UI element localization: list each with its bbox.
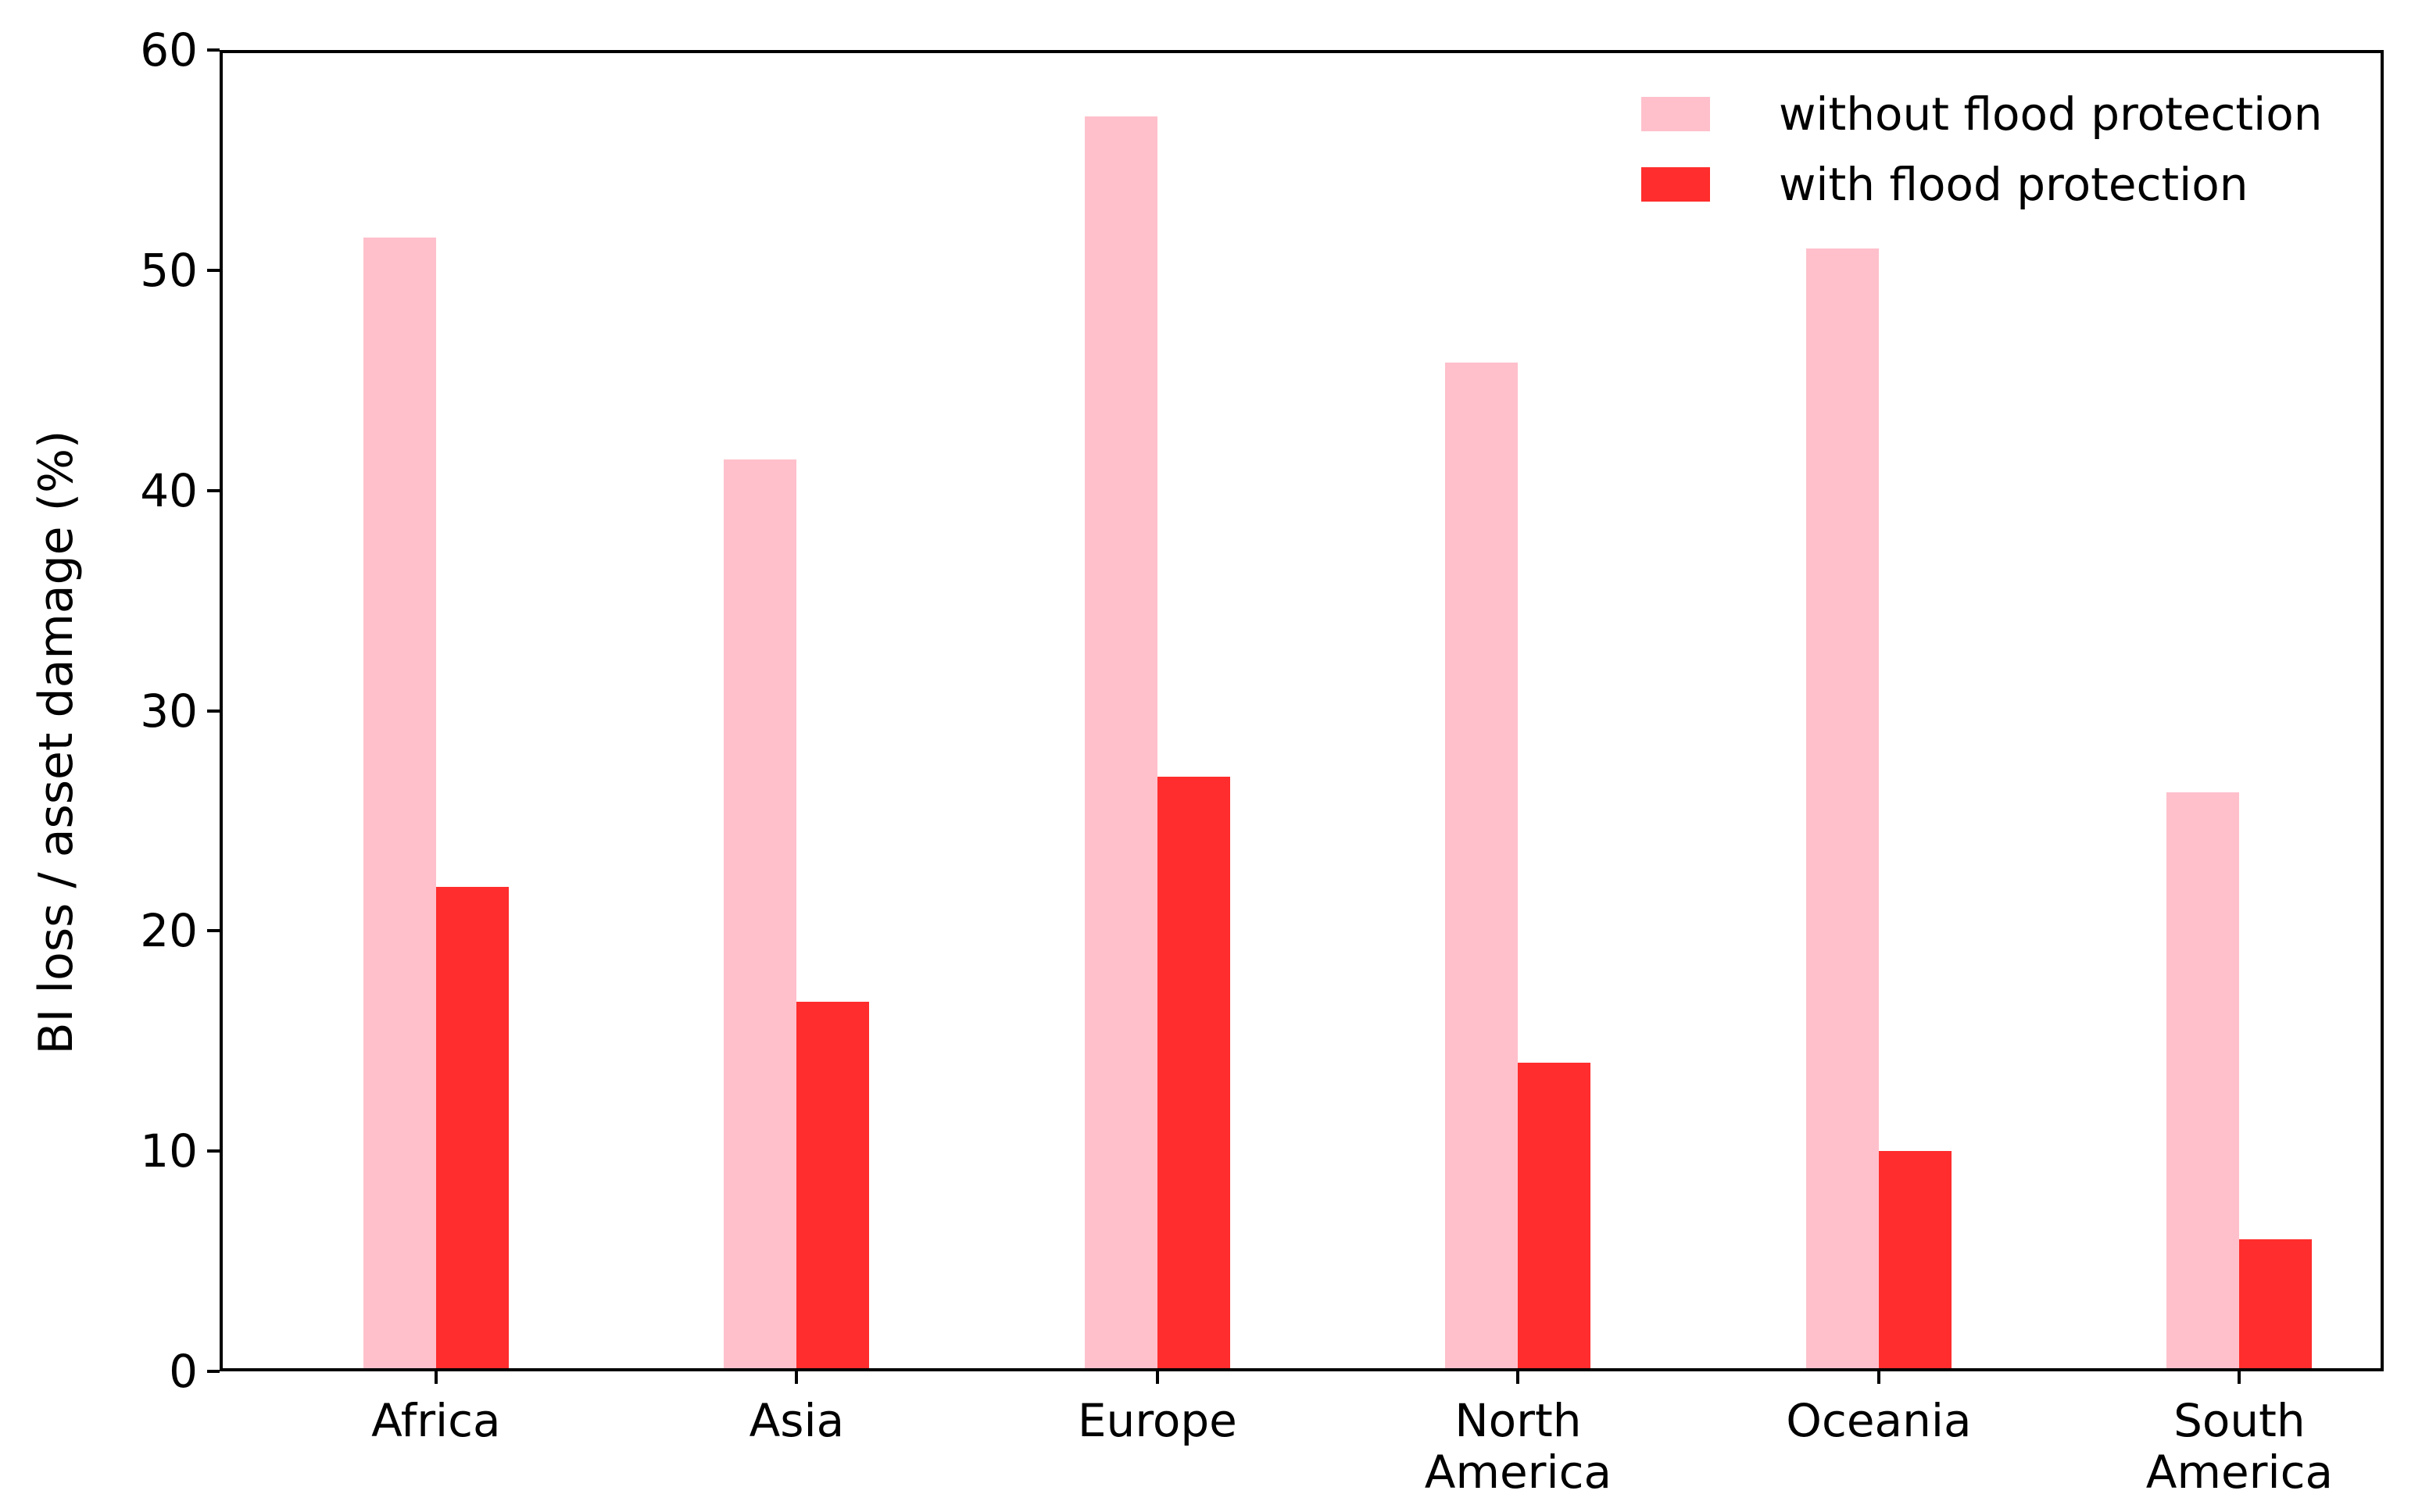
bar-without-flood-protection-north-america [1445, 363, 1519, 1371]
y-tick-label: 30 [140, 684, 198, 738]
y-tick-label: 20 [140, 904, 198, 958]
legend-swatch-with-flood-protection [1641, 167, 1710, 202]
bar-with-flood-protection-north-america [1518, 1063, 1591, 1371]
x-tick-label: North America [1424, 1394, 1612, 1499]
y-tick-mark [207, 1149, 220, 1153]
legend-swatch-without-flood-protection [1641, 97, 1710, 131]
x-tick-mark [1516, 1371, 1520, 1384]
bar-without-flood-protection-africa [363, 237, 436, 1371]
x-tick-label: South America [2145, 1394, 2334, 1499]
x-tick-label: Europe [1077, 1394, 1237, 1447]
bar-with-flood-protection-africa [435, 886, 509, 1371]
bar-with-flood-protection-europe [1157, 777, 1230, 1371]
x-tick-mark [795, 1371, 799, 1384]
legend-item-without-flood-protection: without flood protection [1641, 88, 2323, 141]
y-tick-mark [207, 268, 220, 272]
bar-without-flood-protection-oceania [1805, 248, 1879, 1371]
plot-area [220, 50, 2384, 1371]
y-axis-label: BI loss / asset damage (%) [29, 430, 84, 1055]
legend-item-with-flood-protection: with flood protection [1641, 158, 2323, 211]
bar-without-flood-protection-asia [724, 459, 797, 1371]
x-tick-mark [434, 1371, 438, 1384]
y-tick-mark [207, 709, 220, 713]
y-tick-mark [207, 48, 220, 52]
y-tick-mark [207, 488, 220, 492]
legend: without flood protection with flood prot… [1641, 88, 2323, 232]
x-tick-label: Africa [371, 1394, 501, 1447]
bar-without-flood-protection-europe [1084, 116, 1157, 1371]
legend-label-with-flood-protection: with flood protection [1779, 158, 2248, 211]
x-tick-label: Oceania [1786, 1394, 1972, 1447]
x-tick-label: Asia [749, 1394, 845, 1447]
bar-without-flood-protection-south-america [2166, 792, 2240, 1371]
y-tick-mark [207, 1370, 220, 1373]
y-tick-mark [207, 929, 220, 933]
y-tick-label: 10 [140, 1124, 198, 1178]
y-tick-label: 40 [140, 463, 198, 517]
bar-with-flood-protection-oceania [1878, 1151, 1952, 1371]
bar-with-flood-protection-asia [796, 1001, 870, 1371]
x-tick-mark [1155, 1371, 1159, 1384]
x-tick-mark [1876, 1371, 1880, 1384]
y-tick-label: 50 [140, 243, 198, 297]
bar-with-flood-protection-south-america [2239, 1239, 2313, 1371]
x-tick-mark [2238, 1371, 2241, 1384]
y-tick-label: 60 [140, 23, 198, 77]
y-tick-label: 0 [169, 1345, 198, 1398]
legend-label-without-flood-protection: without flood protection [1779, 88, 2323, 141]
